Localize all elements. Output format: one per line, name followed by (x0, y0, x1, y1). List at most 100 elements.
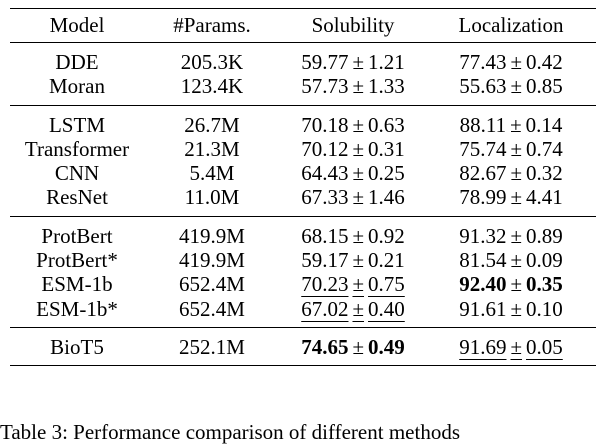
localization-mean: 91.32 (459, 223, 507, 248)
plus-minus: ± (352, 223, 365, 248)
solubility-value-underlined: 70.23 ±0.75 (301, 272, 405, 296)
solubility-mean: 57.73 (301, 74, 349, 99)
table-row: LSTM 26.7M 70.18 ±0.63 88.11 ±0.14 (10, 104, 596, 137)
solubility-std: 1.46 (368, 185, 405, 210)
param-count: 419.9M (144, 215, 280, 249)
param-count: 21.3M (184, 136, 240, 161)
localization-std: 0.32 (526, 161, 563, 186)
results-table-container: Model #Params. Solubility Localization D… (10, 8, 596, 367)
solubility-mean: 68.15 (301, 223, 349, 248)
localization-std: 0.35 (526, 272, 563, 297)
param-count: 652.4M (179, 272, 245, 297)
solubility-cell: 59.77 ±1.21 (280, 43, 426, 75)
plus-minus: ± (510, 74, 523, 99)
localization-mean: 78.99 (459, 185, 507, 210)
localization-std: 0.89 (526, 223, 563, 248)
param-count: 123.4K (180, 74, 244, 99)
solubility-mean: 59.17 (301, 248, 349, 273)
solubility-std: 0.75 (368, 272, 405, 297)
localization-std: 0.42 (526, 50, 563, 74)
localization-value-underlined: 91.69 ±0.05 (459, 335, 563, 359)
param-count: 419.9M (179, 248, 245, 273)
plus-minus: ± (352, 161, 365, 186)
plus-minus: ± (352, 136, 365, 161)
localization-mean: 88.11 (459, 112, 507, 137)
table-row: ProtBert 419.9M 68.15 ±0.92 91.32 ±0.89 (10, 215, 596, 249)
localization-cell: 82.67 ±0.32 (426, 161, 596, 185)
solubility-std: 0.21 (368, 248, 405, 273)
param-count: 252.1M (144, 326, 280, 366)
solubility-mean: 70.18 (301, 112, 349, 137)
solubility-cell: 70.18 ±0.63 (280, 104, 426, 137)
solubility-mean: 59.77 (301, 50, 349, 74)
solubility-mean: 74.65 (301, 334, 349, 359)
model-name: ProtBert* (36, 248, 118, 273)
solubility-cell: 67.02 ±0.40 (280, 297, 426, 328)
table-row: ESM-1b 652.4M 70.23 ±0.75 92.40 ±0.35 (10, 272, 596, 296)
table-row: DDE 205.3K 59.77 ±1.21 77.43 ±0.42 (10, 43, 596, 75)
results-table: Model #Params. Solubility Localization D… (10, 8, 596, 367)
solubility-cell: 68.15 ±0.92 (280, 215, 426, 249)
param-count: 205.3K (180, 50, 244, 74)
localization-mean: 81.54 (459, 248, 507, 273)
plus-minus: ± (352, 185, 365, 210)
localization-mean: 55.63 (459, 74, 507, 99)
table-row: Moran 123.4K 57.73 ±1.33 55.63 ±0.85 (10, 74, 596, 105)
solubility-std: 1.33 (368, 74, 405, 99)
solubility-cell: 67.33 ±1.46 (280, 185, 426, 216)
table-caption: Table 3: Performance comparison of diffe… (0, 420, 460, 444)
table-row: ResNet 11.0M 67.33 ±1.46 78.99 ±4.41 (10, 185, 596, 216)
model-name: ESM-1b (41, 272, 113, 297)
model-name: LSTM (10, 104, 144, 137)
localization-cell: 78.99 ±4.41 (426, 185, 596, 216)
table-row: CNN 5.4M 64.43 ±0.25 82.67 ±0.32 (10, 161, 596, 185)
localization-cell: 88.11 ±0.14 (426, 104, 596, 137)
model-name: Transformer (24, 136, 130, 161)
plus-minus: ± (352, 248, 365, 273)
table-row: ProtBert* 419.9M 59.17 ±0.21 81.54 ±0.09 (10, 248, 596, 272)
localization-mean: 77.43 (459, 50, 507, 74)
solubility-std: 0.31 (368, 136, 405, 161)
solubility-std: 0.25 (368, 161, 405, 186)
plus-minus: ± (510, 112, 522, 137)
localization-cell: 75.74 ±0.74 (426, 137, 596, 161)
localization-cell: 91.32 ±0.89 (426, 215, 596, 249)
localization-mean: 91.61 (459, 296, 507, 321)
param-count: 11.0M (184, 185, 240, 210)
group-pretrained: ProtBert 419.9M 68.15 ±0.92 91.32 ±0.89 Pr… (10, 215, 596, 328)
model-name: DDE (55, 50, 99, 74)
plus-minus: ± (510, 223, 523, 248)
model-name: ProtBert (10, 215, 144, 249)
localization-cell: 81.54 ±0.09 (426, 248, 596, 272)
table-row: Transformer 21.3M 70.12 ±0.31 75.74 ±0.74 (10, 137, 596, 161)
plus-minus: ± (510, 161, 523, 186)
model-name: Moran (49, 74, 105, 99)
localization-mean: 75.74 (459, 136, 507, 161)
solubility-mean: 64.43 (301, 161, 349, 186)
plus-minus: ± (510, 334, 523, 359)
solubility-std: 1.21 (368, 50, 405, 74)
model-name: ESM-1b* (36, 296, 118, 321)
plus-minus: ± (352, 296, 365, 321)
solubility-mean: 67.02 (301, 296, 349, 321)
localization-cell: 77.43 ±0.42 (426, 43, 596, 75)
table-row: ESM-1b* 652.4M 67.02 ±0.40 91.61 ±0.10 (10, 297, 596, 328)
localization-std: 0.09 (526, 248, 563, 273)
localization-mean: 91.69 (459, 334, 507, 359)
solubility-value-underlined: 67.02 ±0.40 (301, 297, 405, 321)
plus-minus: ± (510, 50, 523, 74)
solubility-cell: 64.43 ±0.25 (280, 161, 426, 185)
localization-std: 0.05 (526, 334, 563, 359)
plus-minus: ± (510, 272, 523, 297)
solubility-cell: 70.12 ±0.31 (280, 137, 426, 161)
model-name: BioT5 (10, 326, 144, 366)
solubility-std: 0.92 (368, 223, 405, 248)
localization-cell: 91.61 ±0.10 (426, 297, 596, 328)
localization-std: 0.10 (526, 296, 563, 321)
solubility-cell: 70.23 ±0.75 (280, 272, 426, 296)
solubility-cell: 57.73 ±1.33 (280, 74, 426, 105)
model-name: CNN (54, 161, 100, 186)
plus-minus: ± (510, 296, 523, 321)
header-params: #Params. (144, 8, 280, 43)
table-row: BioT5 252.1M 74.65 ±0.49 91.69 ±0.05 (10, 326, 596, 366)
